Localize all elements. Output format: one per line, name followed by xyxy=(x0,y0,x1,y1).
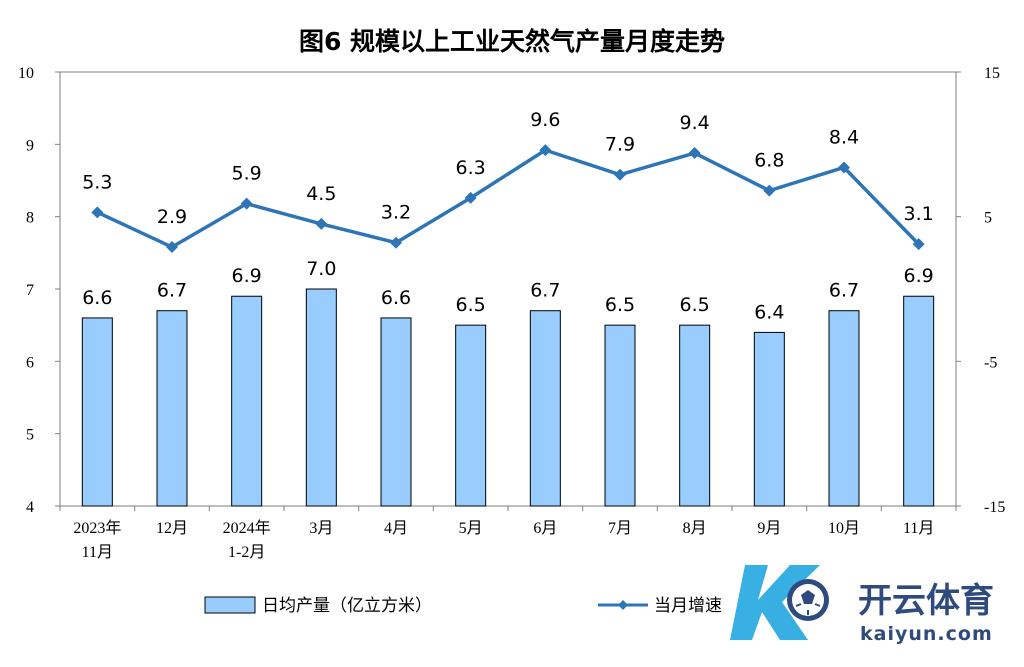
y-left-tick-label: 7 xyxy=(26,282,34,299)
bar-data-label: 6.6 xyxy=(82,287,112,309)
bar-data-label: 6.6 xyxy=(381,287,411,309)
bar-data-label: 6.5 xyxy=(680,294,710,316)
line-data-label: 5.3 xyxy=(82,171,112,193)
line-point xyxy=(91,206,104,219)
bar-data-label: 6.9 xyxy=(904,265,934,287)
watermark: 开云体育 kaiyun.com xyxy=(730,565,994,645)
bar-data-label: 6.7 xyxy=(157,280,187,302)
y-left-tick-label: 8 xyxy=(26,210,34,227)
bar xyxy=(81,317,113,507)
bar xyxy=(380,317,412,507)
watermark-url: kaiyun.com xyxy=(860,623,993,645)
line-data-label: 9.4 xyxy=(680,112,710,134)
line-data-label: 7.9 xyxy=(605,134,635,156)
x-axis-label: 11月 xyxy=(82,544,113,561)
x-axis-label: 8月 xyxy=(683,520,707,537)
x-axis-label: 12月 xyxy=(156,520,188,537)
legend-line-marker xyxy=(618,600,628,610)
watermark-brand: 开云体育 xyxy=(858,581,994,621)
y-left-tick-label: 5 xyxy=(26,427,34,444)
bar xyxy=(156,310,188,507)
bar xyxy=(828,310,860,507)
watermark-logo-icon xyxy=(730,565,829,640)
line-point xyxy=(539,144,552,157)
bar-data-label: 7.0 xyxy=(306,258,336,280)
chart-title: 图6 规模以上工业天然气产量月度走势 xyxy=(299,27,725,56)
bar-data-label: 6.7 xyxy=(829,280,859,302)
x-axis-label: 5月 xyxy=(459,520,483,537)
bar xyxy=(753,331,785,507)
line-point xyxy=(315,217,328,230)
x-axis-label: 1-2月 xyxy=(228,544,265,561)
line-point xyxy=(688,147,701,160)
plot-area: 4 5 6 7 8 9 10 -15 -5 5 15 2023年 11月 12月 2024年 1-2月 3月 4月… xyxy=(18,65,1005,561)
line-point xyxy=(763,184,776,197)
bar xyxy=(455,324,487,507)
bar-data-label: 6.9 xyxy=(232,265,262,287)
line-data-label: 8.4 xyxy=(829,126,859,148)
line-point xyxy=(464,191,477,204)
x-axis-label: 11月 xyxy=(903,520,934,537)
bar xyxy=(529,310,561,507)
line-data-label: 5.9 xyxy=(232,163,262,185)
x-axis-label: 2024年 xyxy=(223,519,271,537)
x-axis-label: 3月 xyxy=(309,520,333,537)
y-right-tick-label: -15 xyxy=(984,499,1005,516)
x-axis-label: 10月 xyxy=(828,520,860,537)
x-axis-label: 6月 xyxy=(533,520,557,537)
y-right-tick-label: 5 xyxy=(984,210,992,227)
line-data-label: 6.8 xyxy=(754,150,784,172)
bar xyxy=(305,288,337,507)
x-axis-label: 9月 xyxy=(757,520,781,537)
x-axis-label: 7月 xyxy=(608,520,632,537)
line-point xyxy=(390,236,402,249)
bar-data-label: 6.5 xyxy=(605,294,635,316)
y-left-tick-label: 6 xyxy=(26,354,34,371)
plot-frame xyxy=(59,71,957,507)
y-left-tick-label: 4 xyxy=(26,499,34,516)
y-left-tick-label: 10 xyxy=(18,65,34,82)
bar-data-label: 6.5 xyxy=(456,294,486,316)
legend-bar-swatch xyxy=(204,596,256,614)
series-line xyxy=(96,148,920,249)
line-data-label: 9.6 xyxy=(530,109,560,131)
line-data-label: 2.9 xyxy=(157,206,187,228)
line-point xyxy=(838,161,850,174)
line-point xyxy=(614,168,626,181)
line-data-label: 4.5 xyxy=(306,183,336,205)
bar-data-label: 6.4 xyxy=(754,301,784,323)
y-right-tick-label: -5 xyxy=(984,354,997,371)
y-right-tick-label: 15 xyxy=(984,65,1000,82)
x-axis-label: 2023年 xyxy=(73,519,121,537)
y-left-tick-label: 9 xyxy=(26,137,34,154)
line-data-label: 3.1 xyxy=(904,203,934,225)
line-point xyxy=(912,238,925,251)
legend-line-label: 当月增速 xyxy=(654,596,722,616)
bar xyxy=(231,295,263,507)
line-point xyxy=(166,241,178,254)
bar xyxy=(903,295,935,507)
line-data-label: 6.3 xyxy=(456,157,486,179)
line-data-label: 3.2 xyxy=(381,202,411,224)
bar xyxy=(679,324,711,507)
bar xyxy=(604,324,636,507)
legend: 日均产量（亿立方米） 当月增速 xyxy=(204,596,722,616)
x-axis-label: 4月 xyxy=(384,520,408,537)
legend-bar-label: 日均产量（亿立方米） xyxy=(262,596,432,616)
line-point xyxy=(240,197,253,210)
bar-data-label: 6.7 xyxy=(530,280,560,302)
